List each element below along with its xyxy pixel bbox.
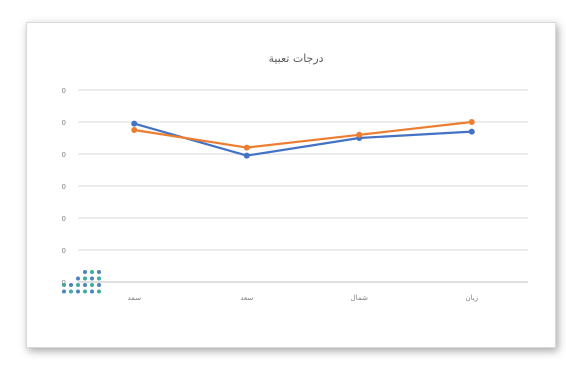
- logo-dot: [97, 283, 101, 287]
- chart-title: درجات تعبية: [268, 52, 323, 65]
- data-point: [131, 120, 138, 127]
- logo-dot: [62, 283, 66, 287]
- logo-dot: [83, 270, 87, 274]
- data-point: [131, 127, 138, 133]
- logo-dot: [83, 283, 87, 287]
- x-tick-label: زيان: [465, 294, 478, 302]
- y-tick-label: 0: [62, 119, 66, 127]
- data-point: [243, 144, 250, 151]
- x-tick-label: سعد: [240, 294, 253, 302]
- x-axis-ticks: سمد سعد شمال زيان: [127, 294, 478, 302]
- logo-dot: [62, 289, 66, 294]
- data-point: [468, 119, 475, 125]
- logo-dot: [76, 283, 80, 287]
- logo-dot: [83, 289, 87, 294]
- logo-dot: [90, 283, 94, 287]
- data-point: [468, 128, 475, 135]
- logo-dot: [76, 289, 80, 294]
- y-tick-label: 0: [62, 279, 66, 287]
- logo-dot: [97, 276, 101, 281]
- dot-matrix-logo-icon: [62, 270, 101, 294]
- logo-dot: [90, 289, 94, 294]
- logo-dot: [97, 270, 101, 274]
- logo-dot: [97, 289, 101, 294]
- y-axis-ticks: 0 0 0 0 0 0 0: [62, 87, 66, 287]
- y-tick-label: 0: [62, 87, 66, 95]
- y-tick-label: 0: [62, 247, 66, 255]
- logo-dot: [90, 276, 94, 281]
- logo-dot: [69, 283, 73, 287]
- series-line-2: [134, 120, 472, 149]
- y-tick-label: 0: [62, 151, 66, 159]
- x-tick-label: سمد: [127, 294, 141, 302]
- chart-card: [26, 22, 556, 348]
- logo-dot: [69, 289, 73, 294]
- data-point: [356, 131, 363, 138]
- y-tick-label: 0: [62, 215, 66, 223]
- logo-dot: [90, 270, 94, 274]
- data-point: [243, 152, 250, 159]
- x-tick-label: شمال: [351, 294, 368, 302]
- logo-dot: [83, 276, 87, 281]
- grid-lines: [78, 89, 528, 283]
- y-tick-label: 0: [62, 183, 66, 191]
- logo-dot: [76, 276, 80, 281]
- series-layer: [131, 119, 475, 159]
